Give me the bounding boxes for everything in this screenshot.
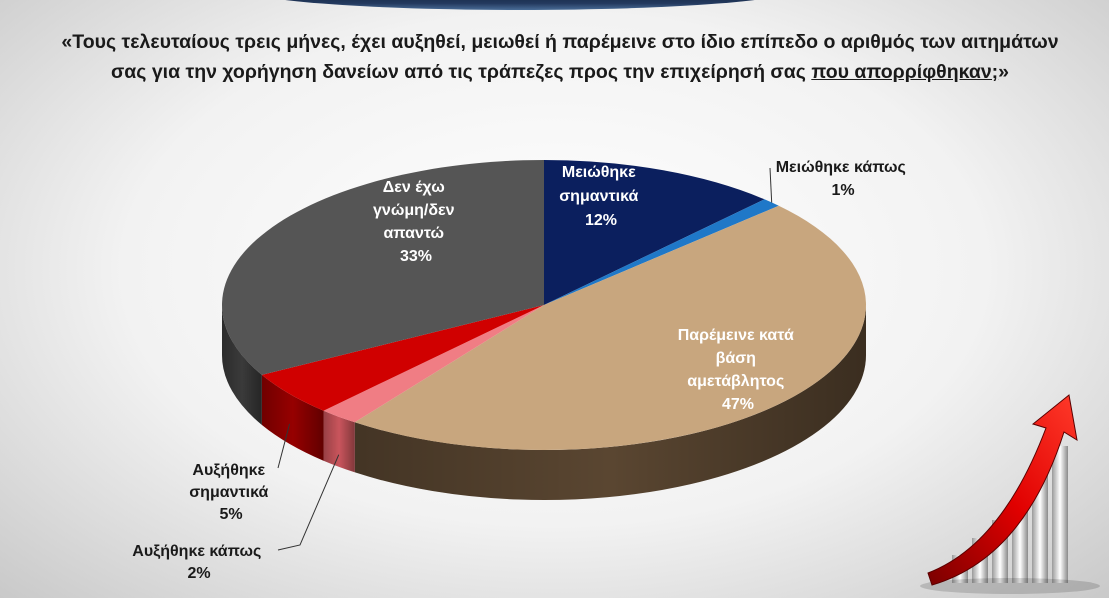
pie-side-shade xyxy=(354,305,866,500)
pie-slice-δεν-έχω-γνώμη-δεν-απαντώ xyxy=(221,160,544,375)
slice-label-den-exo-gnomi: Δεν έχω γνώμη/δεν απαντώ 33% xyxy=(373,179,459,265)
slice-label-paremeine: Παρέμεινε κατά βάση αμετάβλητος 47% xyxy=(678,327,798,413)
pie-side-shade xyxy=(261,374,324,461)
pie-tops xyxy=(221,160,867,451)
leader-line xyxy=(769,167,773,203)
pie-slice-μειώθηκε-σημαντικά xyxy=(544,160,765,305)
title-closing: » xyxy=(998,61,1010,83)
pie-slice-αυξήθηκε-κάπως xyxy=(323,305,544,423)
leader-line xyxy=(277,454,340,551)
title-underlined: που απορρίφθηκαν; xyxy=(811,61,999,83)
pie-side-shade xyxy=(323,410,355,473)
pie-slice-παρέμεινε-κατά-βάση-αμετάβλητος xyxy=(354,205,867,451)
slice-label-afxithike-kapos: Αυξήθηκε κάπως 2% xyxy=(132,543,265,582)
leader-line xyxy=(277,423,291,469)
pie-leader-lines xyxy=(277,167,773,551)
chart-title: «Τους τελευταίους τρεις μήνες, έχει αυξη… xyxy=(60,27,1060,87)
top-banner xyxy=(240,0,800,10)
slice-label-meiothike-kapos: Μειώθηκε κάπως 1% xyxy=(776,159,911,199)
pie-slice-μειώθηκε-κάπως xyxy=(544,199,779,305)
slice-label-afxithike-simantika: Αυξήθηκε σημαντικά 5% xyxy=(189,462,273,523)
title-main: «Τους τελευταίους τρεις μήνες, έχει αυξη… xyxy=(61,31,1059,83)
pie-sides xyxy=(222,305,866,500)
pie-slice-αυξήθηκε-σημαντικά xyxy=(261,305,544,411)
pie-side-shade xyxy=(222,305,262,425)
slice-label-meiothike-simantika: Μειώθηκε σημαντικά 12% xyxy=(559,164,643,229)
growth-arrow-bars-icon xyxy=(920,394,1100,594)
